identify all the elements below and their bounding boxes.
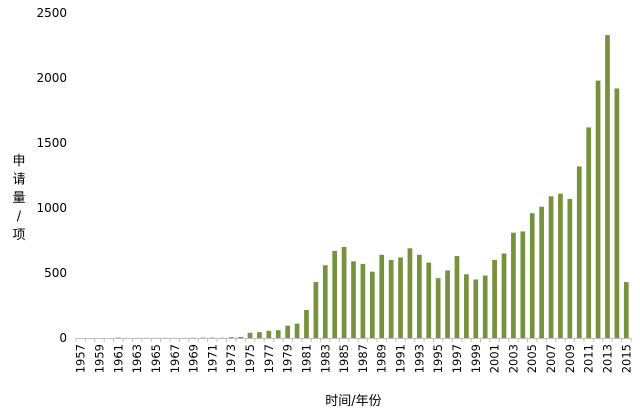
x-tick-label: 1993 (412, 344, 426, 373)
bar-2012 (596, 81, 601, 338)
y-axis-title-char: 项 (12, 228, 25, 243)
x-tick-label: 1985 (337, 344, 351, 373)
bar-1997 (455, 256, 460, 338)
y-axis-title: 申请量 / 项 (12, 154, 25, 243)
x-tick-label: 2009 (563, 344, 577, 373)
bar-1973 (229, 337, 234, 338)
x-axis-ticks: 1957 1959 1961 1963 1965 1967 1969 1971 1973 1975… (74, 338, 634, 373)
bar-1978 (276, 330, 281, 338)
x-tick-label: 1975 (243, 344, 257, 373)
x-tick-label: 1995 (431, 344, 445, 373)
x-tick-label: 2013 (600, 344, 614, 373)
y-tick-label: 1500 (36, 136, 67, 150)
x-tick-label: 1999 (469, 344, 483, 373)
x-tick-label: 1983 (318, 344, 332, 373)
bar-1998 (464, 274, 469, 338)
y-tick-label: 1000 (36, 201, 67, 215)
bar-2007 (549, 196, 554, 338)
x-tick-label: 1957 (74, 344, 88, 373)
y-axis-title-char: 请 (12, 173, 25, 188)
bar-1980 (295, 324, 300, 338)
bar-1995 (436, 278, 441, 338)
x-tick-label: 1997 (450, 344, 464, 373)
bar-2008 (558, 194, 563, 338)
bar-1994 (426, 263, 431, 338)
x-tick-label: 2001 (488, 344, 502, 373)
bar-2001 (492, 260, 497, 338)
x-tick-label: 1971 (205, 344, 219, 373)
bar-2015 (624, 282, 629, 338)
bar-1976 (257, 332, 262, 338)
bar-2002 (502, 254, 507, 339)
bar-1989 (379, 255, 384, 338)
y-axis-title-char: / (17, 210, 22, 225)
bar-1975 (248, 333, 253, 338)
x-tick-label: 1981 (299, 344, 313, 373)
bar-2005 (530, 213, 535, 338)
x-tick-label: 1967 (168, 344, 182, 373)
bar-2000 (483, 276, 488, 338)
x-tick-label: 2003 (506, 344, 520, 373)
bar-1984 (332, 251, 337, 338)
y-axis-title-char: 量 (12, 191, 25, 206)
x-tick-label: 2005 (525, 344, 539, 373)
bar-1983 (323, 265, 328, 338)
bar-1979 (285, 326, 290, 338)
bar-2006 (539, 207, 544, 338)
bar-1974 (238, 337, 243, 338)
bar-1981 (304, 310, 309, 338)
bar-1992 (408, 248, 413, 338)
bar-1985 (342, 247, 347, 338)
x-tick-label: 1979 (281, 344, 295, 373)
bar-2013 (605, 35, 610, 338)
bar-1986 (351, 261, 356, 338)
x-tick-label: 1991 (394, 344, 408, 373)
x-tick-label: 1963 (130, 344, 144, 373)
bar-2014 (615, 88, 620, 338)
bar-1982 (314, 282, 319, 338)
x-tick-label: 1965 (149, 344, 163, 373)
x-tick-label: 1959 (93, 344, 107, 373)
bar-2004 (520, 231, 525, 338)
y-tick-label: 2000 (36, 71, 67, 85)
bar-1999 (473, 280, 478, 339)
x-tick-label: 1969 (187, 344, 201, 373)
y-tick-label: 2500 (36, 6, 67, 20)
bar-1977 (266, 331, 271, 338)
bar-2010 (577, 166, 582, 338)
x-tick-label: 1977 (262, 344, 276, 373)
bar-1993 (417, 255, 422, 338)
y-tick-label: 0 (59, 331, 67, 345)
x-tick-label: 1987 (356, 344, 370, 373)
x-tick-label: 1989 (375, 344, 389, 373)
x-axis-title: 时间/年份 (325, 394, 381, 409)
bar-1988 (370, 272, 375, 338)
bars (116, 35, 629, 338)
x-tick-label: 1961 (111, 344, 125, 373)
y-axis-ticks: 0 500 1000 1500 2000 2500 (36, 6, 67, 345)
bar-1991 (398, 257, 403, 338)
bar-2009 (568, 199, 573, 338)
x-tick-label: 2011 (582, 344, 596, 373)
bar-2011 (586, 127, 591, 338)
x-tick-label: 2007 (544, 344, 558, 373)
bar-2003 (511, 233, 516, 338)
x-tick-label: 1973 (224, 344, 238, 373)
x-tick-label: 2015 (619, 344, 633, 373)
y-axis-title-char: 申 (12, 154, 25, 169)
bar-1987 (361, 264, 366, 338)
bar-1990 (389, 260, 394, 338)
bar-1996 (445, 270, 450, 338)
y-tick-label: 500 (44, 266, 67, 280)
